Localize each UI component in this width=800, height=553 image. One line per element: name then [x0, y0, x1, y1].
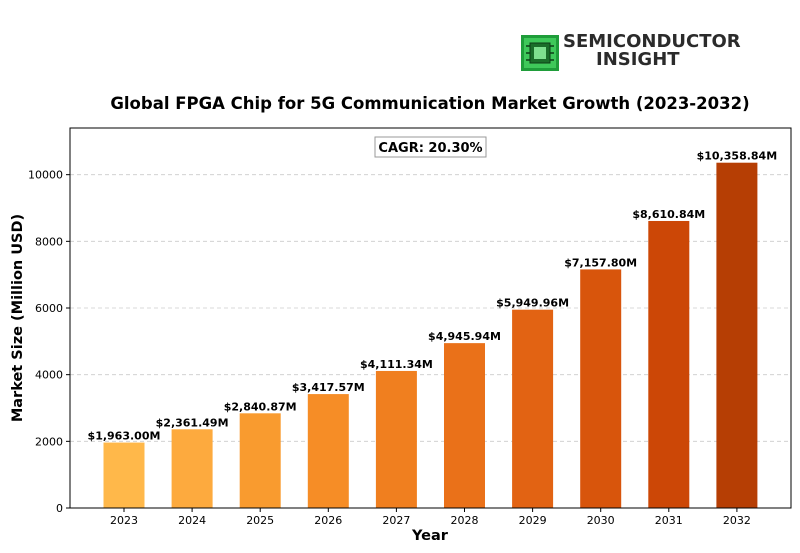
x-tick-label: 2030 [587, 514, 615, 527]
x-tick-label: 2023 [110, 514, 138, 527]
x-tick-label: 2029 [519, 514, 547, 527]
y-tick-label: 10000 [28, 169, 63, 182]
x-tick-label: 2026 [314, 514, 342, 527]
bar-2032 [716, 162, 758, 509]
bar-2029 [512, 309, 554, 508]
x-axis-ticks: 2023 2024 2025 2026 2027 2028 2029 2030 2031 2032 [110, 508, 751, 527]
bar-value-label: $5,949.96M [496, 297, 569, 310]
bar-2023 [103, 442, 145, 508]
logo-line-2: INSIGHT [596, 49, 680, 70]
logo-line-1: SEMICONDUCTOR [563, 31, 741, 52]
bar-value-labels: $1,963.00M$2,361.49M $2,840.87M $3,417.57M… [88, 150, 778, 443]
bar-2027 [375, 370, 417, 508]
bar-2025 [239, 413, 281, 508]
x-tick-label: 2027 [382, 514, 410, 527]
y-tick-label: 4000 [35, 369, 63, 382]
bar-value-label: $7,157.80M [564, 256, 637, 269]
bar-2028 [444, 343, 485, 508]
bars [103, 162, 758, 509]
bar-2030 [580, 269, 622, 508]
bar-value-label: $2,840.87M [224, 400, 297, 413]
logo: SEMICONDUCTOR INSIGHT [521, 33, 751, 73]
x-tick-label: 2024 [178, 514, 206, 527]
logo-text: SEMICONDUCTOR INSIGHT [563, 33, 741, 69]
bar-value-label: $1,963.00M [88, 430, 161, 443]
bar-2024 [171, 429, 213, 508]
bar-value-label: $4,111.34M [360, 358, 433, 371]
y-axis-label: Market Size (Million USD) [10, 214, 26, 422]
chart-title: Global FPGA Chip for 5G Communication Ma… [110, 94, 749, 113]
y-tick-label: 0 [56, 502, 63, 515]
bar-2031 [648, 220, 690, 509]
x-tick-label: 2025 [246, 514, 274, 527]
bar-value-label: $10,358.84M [697, 150, 778, 163]
x-axis-label: Year [411, 528, 449, 544]
bar-value-label: $2,361.49M [156, 416, 229, 429]
bar-2026 [307, 394, 349, 508]
y-axis-ticks: 0 2000 4000 6000 8000 10000 [28, 169, 70, 515]
bar-value-label: $8,610.84M [632, 208, 705, 221]
x-tick-label: 2031 [655, 514, 683, 527]
plot-frame [69, 127, 792, 509]
cagr-label: CAGR: 20.30% [378, 141, 482, 156]
y-tick-label: 2000 [35, 435, 63, 448]
bar-value-label: $4,945.94M [428, 330, 501, 343]
chip-icon [521, 35, 559, 71]
y-tick-label: 6000 [35, 302, 63, 315]
y-tick-label: 8000 [35, 235, 63, 248]
bar-value-label: $3,417.57M [292, 381, 365, 394]
x-tick-label: 2028 [451, 514, 479, 527]
cagr-annotation: CAGR: 20.30% [374, 136, 487, 158]
x-tick-label: 2032 [723, 514, 751, 527]
